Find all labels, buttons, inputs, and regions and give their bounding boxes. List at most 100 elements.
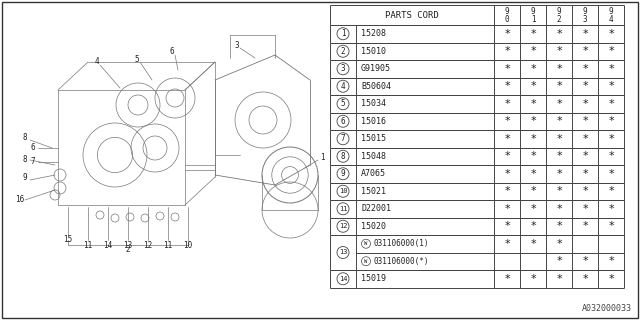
Text: 9: 9 — [505, 7, 509, 17]
Text: G91905: G91905 — [361, 64, 391, 73]
Text: 3: 3 — [340, 64, 346, 73]
Circle shape — [337, 220, 349, 232]
Text: *: * — [504, 81, 510, 91]
Text: 1: 1 — [531, 14, 535, 23]
Text: 4: 4 — [95, 58, 99, 67]
Text: 11: 11 — [163, 241, 173, 250]
Text: 3: 3 — [235, 41, 239, 50]
Text: 15021: 15021 — [361, 187, 386, 196]
Text: 9: 9 — [531, 7, 535, 17]
Circle shape — [337, 168, 349, 180]
Text: *: * — [504, 99, 510, 109]
Text: 0: 0 — [505, 14, 509, 23]
Text: *: * — [582, 221, 588, 231]
Text: *: * — [504, 46, 510, 56]
Text: *: * — [504, 29, 510, 39]
Text: *: * — [582, 256, 588, 266]
Text: *: * — [582, 46, 588, 56]
Text: *: * — [582, 274, 588, 284]
Text: 14: 14 — [104, 241, 113, 250]
Text: *: * — [556, 64, 562, 74]
Text: *: * — [556, 204, 562, 214]
Text: *: * — [582, 151, 588, 161]
Text: *: * — [530, 64, 536, 74]
Text: *: * — [608, 151, 614, 161]
Text: *: * — [556, 134, 562, 144]
Text: 15048: 15048 — [361, 152, 386, 161]
Text: *: * — [582, 81, 588, 91]
Circle shape — [337, 133, 349, 145]
Text: *: * — [530, 81, 536, 91]
Text: 9: 9 — [557, 7, 561, 17]
Text: *: * — [582, 204, 588, 214]
Circle shape — [362, 257, 371, 266]
Text: *: * — [504, 274, 510, 284]
Text: *: * — [504, 221, 510, 231]
Text: *: * — [530, 46, 536, 56]
Text: *: * — [608, 81, 614, 91]
Text: *: * — [608, 169, 614, 179]
Text: *: * — [608, 99, 614, 109]
Text: *: * — [504, 169, 510, 179]
Text: 15015: 15015 — [361, 134, 386, 143]
Text: 6: 6 — [31, 143, 35, 153]
Text: 8: 8 — [22, 133, 28, 142]
Text: *: * — [556, 169, 562, 179]
Text: *: * — [582, 169, 588, 179]
Text: *: * — [556, 116, 562, 126]
Circle shape — [362, 239, 371, 248]
Text: 11: 11 — [339, 206, 348, 212]
Text: *: * — [582, 64, 588, 74]
Text: 6: 6 — [170, 47, 174, 57]
Text: *: * — [556, 274, 562, 284]
Text: *: * — [608, 186, 614, 196]
Text: 031106000(1): 031106000(1) — [373, 239, 429, 248]
Text: 2: 2 — [557, 14, 561, 23]
Text: 031106000(*): 031106000(*) — [373, 257, 429, 266]
Text: 11: 11 — [83, 241, 93, 250]
Text: 15016: 15016 — [361, 117, 386, 126]
Text: *: * — [556, 99, 562, 109]
Text: 9: 9 — [609, 7, 613, 17]
Text: 12: 12 — [143, 241, 152, 250]
Text: *: * — [530, 29, 536, 39]
Text: *: * — [530, 99, 536, 109]
Circle shape — [337, 273, 349, 285]
Text: *: * — [582, 186, 588, 196]
Text: *: * — [582, 29, 588, 39]
Text: 9: 9 — [582, 7, 588, 17]
Text: *: * — [530, 116, 536, 126]
Text: 8: 8 — [340, 152, 346, 161]
Text: *: * — [556, 151, 562, 161]
Text: 13: 13 — [339, 250, 348, 255]
Text: B50604: B50604 — [361, 82, 391, 91]
Text: D22001: D22001 — [361, 204, 391, 213]
Text: *: * — [582, 116, 588, 126]
Text: W: W — [364, 259, 367, 264]
Circle shape — [337, 185, 349, 197]
Text: 5: 5 — [134, 54, 140, 63]
Text: *: * — [608, 221, 614, 231]
Text: *: * — [504, 204, 510, 214]
Text: 4: 4 — [609, 14, 613, 23]
Text: 4: 4 — [340, 82, 346, 91]
Text: *: * — [608, 29, 614, 39]
Text: *: * — [530, 151, 536, 161]
Text: *: * — [530, 134, 536, 144]
Text: *: * — [582, 99, 588, 109]
Circle shape — [337, 203, 349, 215]
Text: *: * — [530, 204, 536, 214]
Text: 16: 16 — [15, 196, 24, 204]
Text: W: W — [364, 241, 367, 246]
Text: *: * — [556, 186, 562, 196]
Text: 12: 12 — [339, 223, 348, 229]
Text: *: * — [608, 204, 614, 214]
Circle shape — [337, 115, 349, 127]
Text: 14: 14 — [339, 276, 348, 282]
Text: 9: 9 — [22, 173, 28, 182]
Text: 15019: 15019 — [361, 274, 386, 283]
Text: *: * — [530, 221, 536, 231]
Text: *: * — [504, 151, 510, 161]
Text: *: * — [608, 134, 614, 144]
Text: *: * — [504, 134, 510, 144]
